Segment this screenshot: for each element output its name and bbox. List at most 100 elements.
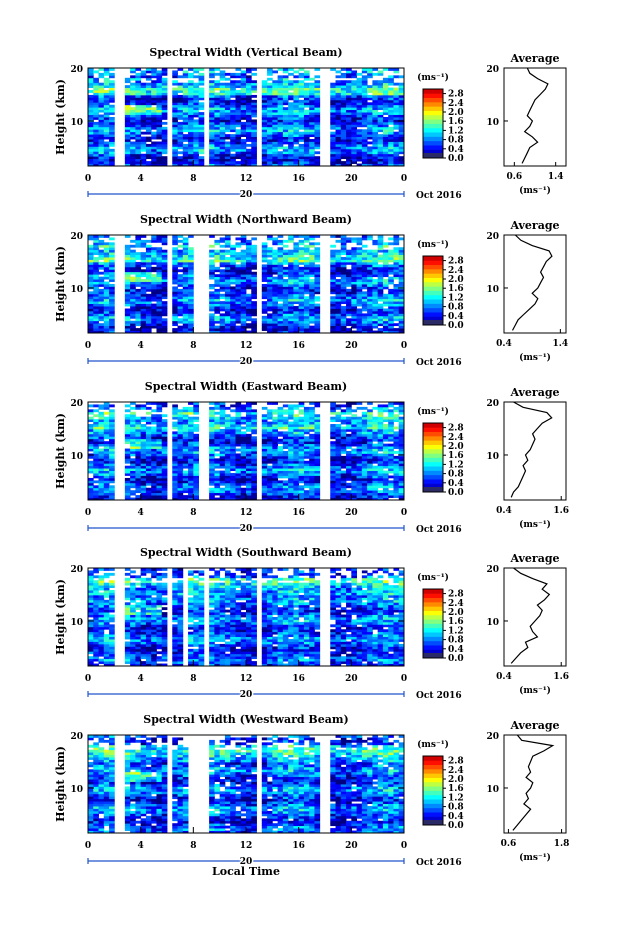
heatmap-cell: [214, 318, 221, 322]
heatmap-cell: [109, 247, 115, 251]
heatmap-cell: [309, 104, 315, 108]
heatmap-cell: [98, 104, 105, 108]
heatmap-cell: [109, 288, 115, 292]
heatmap-cell: [367, 124, 373, 128]
heatmap-cell: [298, 320, 305, 324]
heatmap-cell: [124, 323, 131, 327]
heatmap-cell: [103, 460, 110, 464]
heatmap-cell: [356, 77, 363, 81]
heatmap-cell: [251, 453, 257, 457]
heatmap-cell: [277, 421, 284, 425]
heatmap-cell: [224, 421, 231, 425]
heatmap-cell: [251, 139, 257, 142]
heatmap-cell: [172, 468, 178, 471]
heatmap-cell: [177, 136, 184, 140]
heatmap-cell: [209, 284, 215, 287]
panel-3: Spectral Width (Eastward Beam)2010Height…: [54, 380, 569, 536]
heatmap-cell: [267, 237, 273, 241]
heatmap-cell: [103, 235, 110, 238]
heatmap-cell: [309, 99, 315, 103]
heatmap-cell: [240, 296, 247, 300]
heatmap-cell: [346, 68, 352, 71]
heatmap-cell: [156, 485, 163, 489]
heatmap-cell: [288, 139, 294, 142]
heatmap-cell: [282, 261, 289, 265]
heatmap-cell: [224, 463, 231, 467]
heatmap-cell: [182, 303, 189, 307]
heatmap-cell: [377, 99, 384, 103]
heatmap-cell: [224, 107, 231, 111]
heatmap-cell: [382, 136, 389, 140]
average-x-label: (ms⁻¹): [519, 185, 551, 196]
heatmap-cell: [124, 436, 131, 440]
heatmap-cell: [330, 114, 336, 118]
heatmap-cell: [388, 87, 394, 91]
heatmap-cell: [235, 404, 242, 408]
heatmap-cell: [161, 438, 168, 442]
heatmap-cell: [235, 252, 242, 255]
heatmap-cell: [330, 279, 336, 282]
heatmap-cell: [177, 254, 184, 258]
heatmap-cell: [230, 431, 236, 435]
heatmap-cell: [98, 416, 105, 420]
heatmap-cell: [303, 279, 310, 282]
heatmap-cell: [182, 281, 189, 285]
heatmap-cell: [367, 237, 373, 241]
heatmap-cell: [393, 163, 400, 167]
heatmap-cell: [240, 146, 247, 150]
heatmap-cell: [214, 284, 221, 287]
heatmap-cell: [219, 82, 226, 86]
heatmap-cell: [261, 117, 268, 120]
heatmap-cell: [251, 247, 257, 251]
heatmap-cell: [240, 158, 247, 162]
heatmap-cell: [251, 237, 257, 241]
heatmap-cell: [346, 107, 352, 111]
heatmap-cell: [282, 468, 289, 471]
heatmap-cell: [351, 139, 357, 142]
heatmap-cell: [372, 68, 379, 71]
heatmap-cell: [124, 482, 131, 486]
heatmap-cell: [103, 310, 110, 314]
heatmap-cell: [161, 487, 168, 491]
heatmap-cell: [230, 433, 236, 437]
heatmap-cell: [224, 436, 231, 440]
heatmap-cell: [388, 94, 394, 98]
heatmap-cell: [224, 485, 231, 489]
colorbar-tick-label: 1.2: [448, 126, 464, 136]
heatmap-cell: [303, 296, 310, 300]
heatmap-cell: [188, 131, 194, 135]
heatmap-cell: [172, 131, 178, 135]
heatmap-cell: [267, 131, 273, 135]
heatmap-cell: [145, 129, 152, 133]
heatmap-cell: [246, 109, 252, 113]
heatmap-cell: [288, 117, 294, 120]
heatmap-cell: [330, 156, 336, 160]
heatmap-cell: [156, 72, 163, 76]
heatmap-cell: [219, 409, 226, 413]
heatmap-cell: [209, 99, 215, 103]
heatmap-cell: [298, 318, 305, 322]
heatmap-cell: [346, 308, 352, 312]
heatmap-cell: [398, 301, 405, 304]
heatmap-cell: [156, 448, 163, 452]
heatmap-cell: [361, 325, 368, 329]
heatmap-cell: [177, 249, 184, 253]
heatmap-cell: [240, 286, 247, 290]
heatmap-cell: [214, 274, 221, 278]
heatmap-cell: [156, 284, 163, 287]
heatmap-cell: [161, 323, 168, 327]
heatmap-cell: [188, 276, 194, 280]
heatmap-cell: [230, 94, 236, 98]
heatmap-cell: [161, 470, 168, 474]
heatmap-cell: [261, 242, 268, 246]
heatmap-cell: [151, 402, 157, 405]
heatmap-cell: [293, 126, 300, 130]
heatmap-cell: [272, 146, 278, 150]
heatmap-cell: [124, 274, 131, 278]
heatmap-cell: [246, 102, 252, 106]
heatmap-cell: [188, 94, 194, 98]
heatmap-cell: [156, 291, 163, 295]
heatmap-cell: [151, 441, 157, 445]
heatmap-cell: [298, 117, 305, 120]
heatmap-cell: [372, 126, 379, 130]
